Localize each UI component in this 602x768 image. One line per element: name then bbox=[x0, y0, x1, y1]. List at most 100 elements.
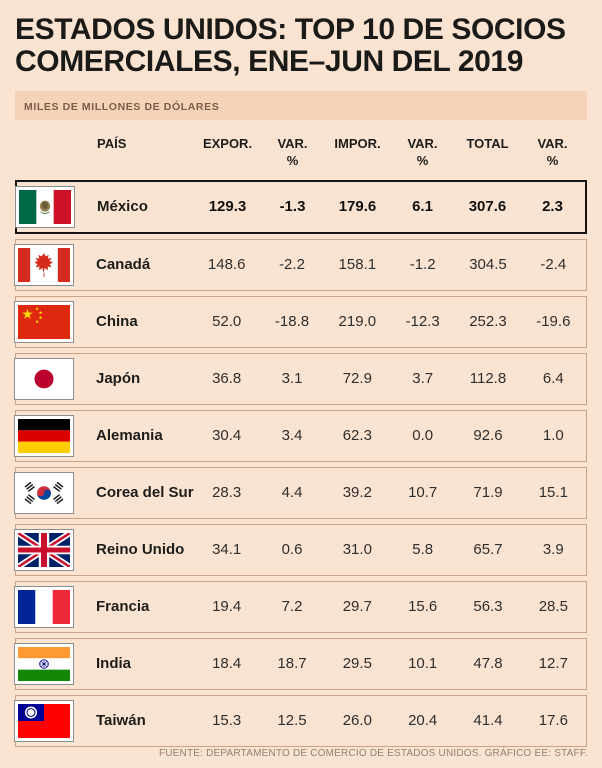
expor-var: 3.4 bbox=[281, 427, 303, 445]
total-value: 112.8 bbox=[469, 370, 507, 388]
total-var: 28.5 bbox=[538, 598, 568, 616]
france-flag-icon bbox=[14, 585, 74, 628]
expor-value: 36.8 bbox=[212, 370, 242, 388]
impor-var: 20.4 bbox=[408, 712, 438, 730]
header-impor-label: IMPOR. bbox=[334, 135, 381, 151]
total-value: 56.3 bbox=[473, 598, 503, 616]
total-var: -2.4 bbox=[540, 256, 567, 274]
header-var-expor: VAR. % bbox=[260, 136, 325, 170]
flag-cell bbox=[14, 354, 82, 404]
flag-cell bbox=[14, 582, 82, 632]
expor-value: 34.1 bbox=[212, 541, 242, 559]
table-row-japan: Japón 36.8 3.1 72.9 3.7 112.8 6.4 bbox=[14, 352, 587, 405]
header-var-expor-sub: % bbox=[286, 152, 299, 168]
page-title: ESTADOS UNIDOS: TOP 10 DE SOCIOS COMERCI… bbox=[15, 13, 566, 79]
table-row-mexico: México 129.3 -1.3 179.6 6.1 307.6 2.3 bbox=[15, 179, 587, 234]
table-row-france: Francia 19.4 7.2 29.7 15.6 56.3 28.5 bbox=[14, 580, 587, 633]
table-row-south-korea: Corea del Sur 28.3 4.4 39.2 10.7 71.9 15… bbox=[14, 466, 587, 519]
impor-var: 10.1 bbox=[408, 655, 438, 673]
india-flag-icon bbox=[14, 642, 74, 685]
country-name: Alemania bbox=[96, 427, 163, 445]
expor-var: -2.2 bbox=[279, 256, 305, 274]
total-var: 1.0 bbox=[542, 427, 564, 445]
country-name: Japón bbox=[96, 370, 141, 388]
impor-var: 0.0 bbox=[412, 427, 434, 445]
flag-cell bbox=[15, 182, 83, 232]
country-name: China bbox=[96, 313, 138, 331]
impor-var: 15.6 bbox=[408, 598, 438, 616]
taiwan-flag-icon bbox=[14, 699, 74, 742]
impor-value: 179.6 bbox=[338, 198, 377, 216]
total-var: 3.9 bbox=[542, 541, 564, 559]
flag-cell bbox=[14, 468, 82, 518]
header-var-impor-label: VAR. bbox=[407, 135, 438, 151]
flag-cell bbox=[14, 297, 82, 347]
table-row-germany: Alemania 30.4 3.4 62.3 0.0 92.6 1.0 bbox=[14, 409, 587, 462]
source-note: FUENTE: DEPARTAMENTO DE COMERCIO DE ESTA… bbox=[158, 748, 588, 759]
total-var: 6.4 bbox=[542, 370, 564, 388]
mexico-flag-icon bbox=[15, 185, 75, 228]
table-row-china: China 52.0 -18.8 219.0 -12.3 252.3 -19.6 bbox=[14, 295, 587, 348]
impor-var: 6.1 bbox=[412, 198, 433, 216]
expor-value: 52.0 bbox=[212, 313, 242, 331]
impor-value: 29.5 bbox=[342, 655, 372, 673]
expor-var: 3.1 bbox=[281, 370, 303, 388]
flag-cell bbox=[14, 411, 82, 461]
header-total: TOTAL bbox=[455, 136, 520, 153]
canada-flag-icon bbox=[14, 243, 74, 286]
total-var: -19.6 bbox=[536, 313, 571, 331]
header-total-label: TOTAL bbox=[466, 135, 509, 151]
country-name: Reino Unido bbox=[96, 541, 185, 559]
header-var-impor: VAR. % bbox=[390, 136, 455, 170]
expor-var: 4.4 bbox=[281, 484, 303, 502]
total-value: 41.4 bbox=[473, 712, 503, 730]
flag-cell bbox=[14, 525, 82, 575]
header-var-expor-label: VAR. bbox=[277, 135, 308, 151]
impor-value: 26.0 bbox=[342, 712, 372, 730]
header-var-total: VAR. % bbox=[520, 136, 585, 170]
units-label: MILES DE MILLONES DE DÓLARES bbox=[24, 100, 220, 113]
impor-var: 3.7 bbox=[412, 370, 434, 388]
expor-var: -1.3 bbox=[279, 198, 306, 216]
header-var-impor-sub: % bbox=[416, 152, 429, 168]
total-value: 304.5 bbox=[469, 256, 507, 274]
table-body: México 129.3 -1.3 179.6 6.1 307.6 2.3 bbox=[14, 179, 587, 747]
table-row-india: India 18.4 18.7 29.5 10.1 47.8 12.7 bbox=[14, 637, 587, 690]
flag-cell bbox=[14, 240, 82, 290]
impor-value: 158.1 bbox=[338, 256, 377, 274]
expor-value: 148.6 bbox=[207, 256, 246, 274]
expor-var: 18.7 bbox=[277, 655, 307, 673]
header-var-total-sub: % bbox=[546, 152, 559, 168]
header-pais: PAÍS bbox=[97, 135, 127, 151]
total-value: 307.6 bbox=[468, 198, 507, 216]
china-flag-icon bbox=[14, 300, 74, 343]
expor-value: 28.3 bbox=[212, 484, 242, 502]
expor-var: 7.2 bbox=[281, 598, 303, 616]
germany-flag-icon bbox=[14, 414, 74, 457]
table-row-united-kingdom: Reino Unido 34.1 0.6 31.0 5.8 65.7 3.9 bbox=[14, 523, 587, 576]
impor-value: 72.9 bbox=[342, 370, 372, 388]
country-name: India bbox=[96, 655, 132, 673]
total-var: 15.1 bbox=[538, 484, 568, 502]
table-row-taiwan: Taiwán 15.3 12.5 26.0 20.4 41.4 17.6 bbox=[14, 694, 587, 747]
total-value: 65.7 bbox=[473, 541, 503, 559]
country-name: Francia bbox=[96, 598, 150, 616]
impor-value: 39.2 bbox=[342, 484, 372, 502]
total-value: 92.6 bbox=[473, 427, 503, 445]
impor-value: 219.0 bbox=[338, 313, 377, 331]
total-var: 12.7 bbox=[538, 655, 568, 673]
table-header: PAÍS EXPOR. VAR. % IMPOR. VAR. % TOTAL V… bbox=[15, 120, 587, 180]
header-expor-label: EXPOR. bbox=[202, 135, 253, 151]
table-row-canada: Canadá 148.6 -2.2 158.1 -1.2 304.5 -2.4 bbox=[14, 238, 587, 291]
header-expor: EXPOR. bbox=[195, 136, 260, 153]
total-value: 47.8 bbox=[473, 655, 503, 673]
total-value: 252.3 bbox=[469, 313, 507, 331]
country-name: Canadá bbox=[96, 256, 151, 274]
expor-var: -18.8 bbox=[274, 313, 310, 331]
expor-value: 30.4 bbox=[212, 427, 242, 445]
united-kingdom-flag-icon bbox=[14, 528, 74, 571]
expor-value: 15.3 bbox=[212, 712, 242, 730]
japan-flag-icon bbox=[14, 357, 74, 400]
total-var: 17.6 bbox=[538, 712, 568, 730]
